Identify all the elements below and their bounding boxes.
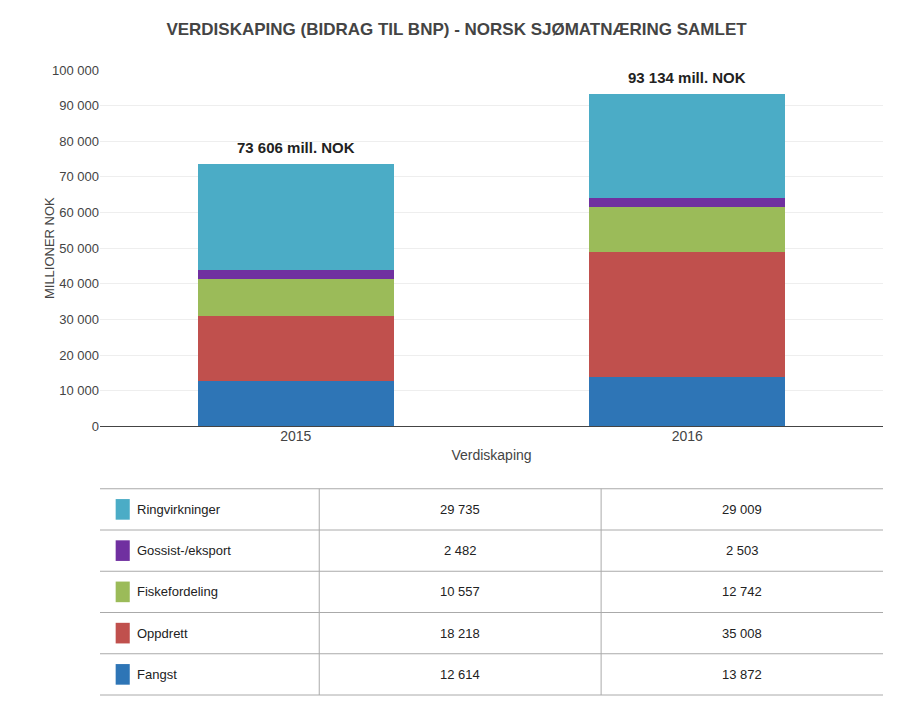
svg-text:0: 0 [92,419,99,434]
svg-text:73 606 mill. NOK: 73 606 mill. NOK [237,139,355,156]
svg-text:MILLIONER NOK: MILLIONER NOK [42,197,57,299]
svg-text:29 009: 29 009 [722,502,762,517]
svg-text:2 503: 2 503 [726,543,759,558]
svg-text:93 134 mill. NOK: 93 134 mill. NOK [628,69,746,86]
svg-text:70 000: 70 000 [59,169,99,184]
svg-text:12 614: 12 614 [440,667,480,682]
svg-text:Gossist-/eksport: Gossist-/eksport [137,543,231,558]
svg-text:80 000: 80 000 [59,134,99,149]
svg-text:VERDISKAPING (BIDRAG TIL BNP): VERDISKAPING (BIDRAG TIL BNP) - NORSK SJ… [166,20,747,39]
svg-text:10 557: 10 557 [440,584,480,599]
svg-text:12 742: 12 742 [722,584,762,599]
svg-text:Oppdrett: Oppdrett [137,626,188,641]
svg-text:20 000: 20 000 [59,348,99,363]
svg-text:100 000: 100 000 [52,63,99,78]
svg-text:35 008: 35 008 [722,626,762,641]
svg-text:Fiskefordeling: Fiskefordeling [137,584,218,599]
svg-text:2016: 2016 [672,428,703,444]
svg-text:Fangst: Fangst [137,667,177,682]
svg-text:18 218: 18 218 [440,626,480,641]
svg-text:60 000: 60 000 [59,205,99,220]
svg-text:Verdiskaping: Verdiskaping [451,447,531,463]
svg-text:29 735: 29 735 [440,502,480,517]
svg-text:50 000: 50 000 [59,241,99,256]
svg-text:30 000: 30 000 [59,312,99,327]
svg-text:13 872: 13 872 [722,667,762,682]
svg-text:2 482: 2 482 [444,543,477,558]
svg-text:90 000: 90 000 [59,98,99,113]
svg-text:Ringvirkninger: Ringvirkninger [137,502,221,517]
svg-text:2015: 2015 [280,428,311,444]
svg-text:10 000: 10 000 [59,383,99,398]
svg-text:40 000: 40 000 [59,276,99,291]
